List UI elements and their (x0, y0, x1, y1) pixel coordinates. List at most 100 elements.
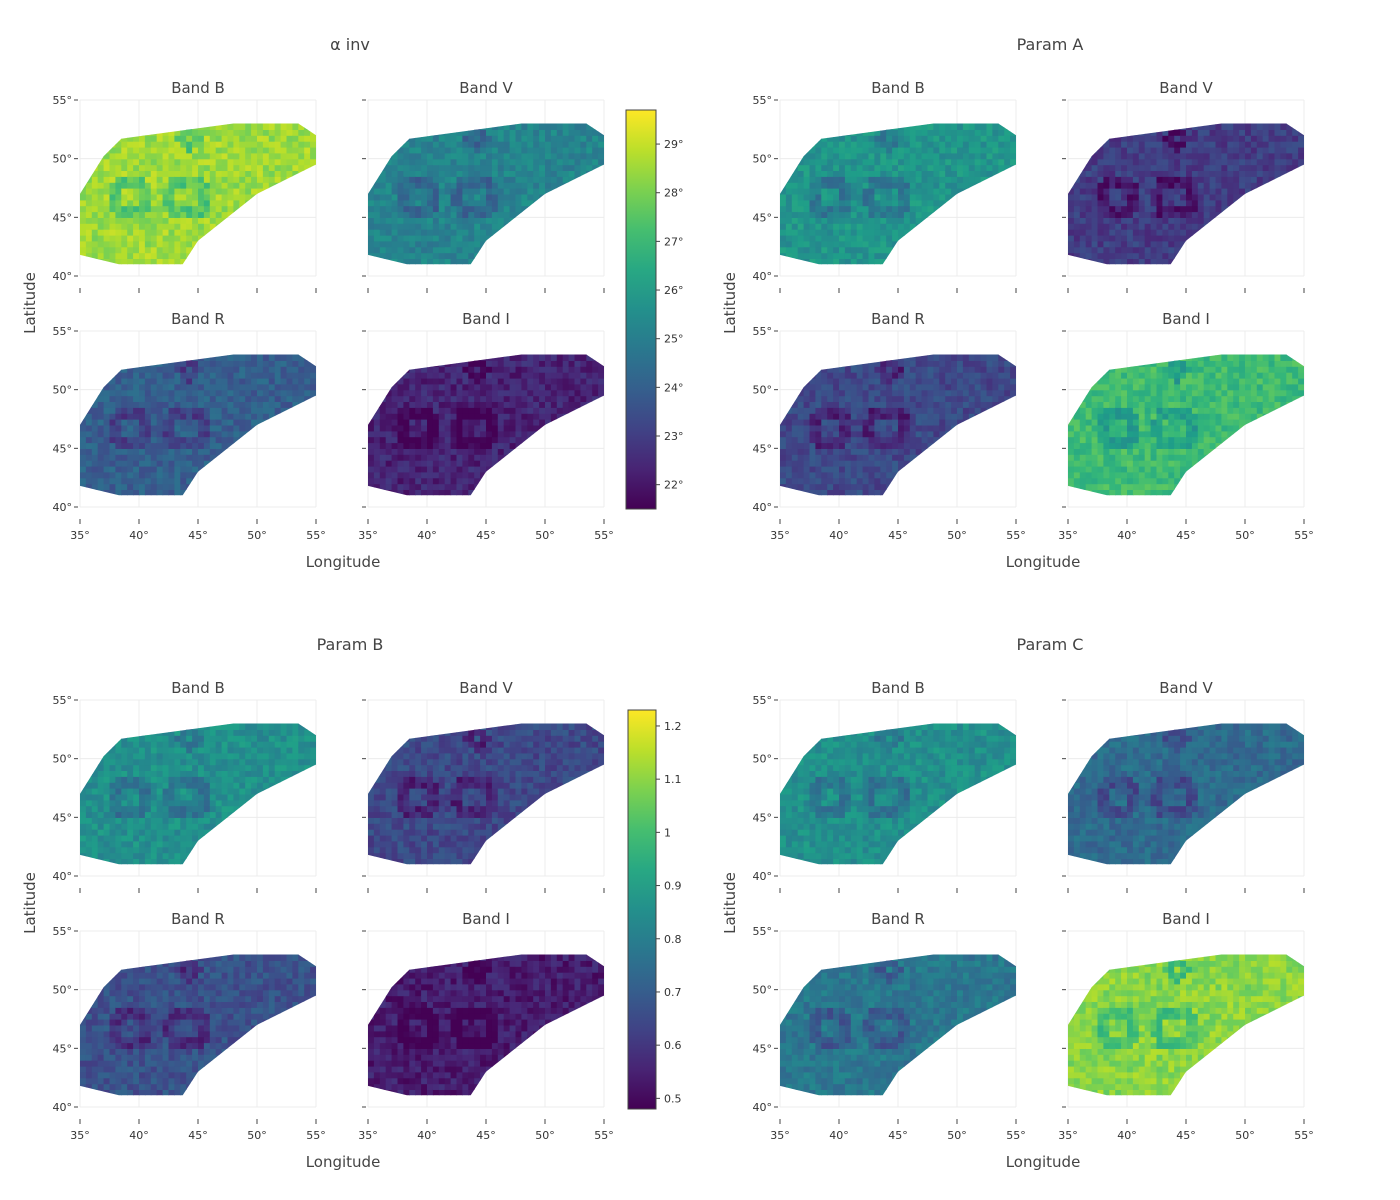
heatmap-cell (215, 135, 223, 142)
heatmap-cell (533, 223, 540, 230)
heatmap-cell (391, 152, 399, 160)
heatmap-cell (992, 193, 999, 201)
heatmap-cell (245, 465, 252, 473)
heatmap-cell (545, 199, 552, 207)
heatmap-cell (474, 454, 481, 461)
heatmap-cell (491, 460, 499, 467)
heatmap-cell (403, 354, 410, 361)
heatmap-cell (150, 152, 158, 160)
heatmap-cell (268, 188, 276, 195)
heatmap-cell (368, 123, 375, 130)
heatmap-cell (568, 158, 576, 166)
heatmap-cell (833, 152, 840, 160)
heatmap-cell (209, 229, 217, 236)
heatmap-cell (898, 234, 905, 242)
heatmap-cell (780, 158, 787, 166)
heatmap-cell (403, 158, 410, 166)
heatmap-cell (304, 205, 311, 213)
heatmap-cell (580, 205, 587, 213)
heatmap-cell (791, 164, 799, 171)
heatmap-cell (280, 176, 288, 183)
heatmap-cell (233, 489, 240, 496)
heatmap-cell (127, 146, 134, 154)
heatmap-cell (168, 135, 175, 142)
heatmap-cell (139, 483, 146, 490)
heatmap-cell (97, 193, 105, 201)
heatmap-cell (486, 430, 493, 438)
heatmap-cell (239, 436, 246, 444)
heatmap-cell (368, 401, 375, 408)
heatmap-cell (198, 401, 205, 408)
heatmap-cell (268, 372, 276, 379)
heatmap-cell (239, 152, 246, 160)
heatmap-cell (598, 152, 604, 160)
heatmap-cell (139, 123, 146, 130)
heatmap-cell (491, 129, 499, 136)
heatmap-cell (233, 401, 240, 408)
heatmap-cell (562, 152, 570, 160)
heatmap-cell (515, 448, 522, 455)
heatmap-cell (379, 188, 387, 195)
heatmap-cell (144, 229, 152, 236)
heatmap-cell (892, 135, 899, 142)
heatmap-cell (962, 258, 970, 265)
heatmap-cell (268, 471, 276, 479)
heatmap-cell (385, 223, 393, 230)
heatmap-cell (474, 193, 481, 201)
heatmap-cell (503, 454, 511, 461)
heatmap-cell (868, 246, 875, 254)
heatmap-cell (421, 377, 428, 385)
heatmap-cell (474, 217, 481, 224)
heatmap-cell (1004, 135, 1011, 142)
heatmap-cell (815, 123, 822, 130)
heatmap-cell (233, 465, 240, 473)
heatmap-cell (97, 240, 105, 248)
heatmap-cell (286, 129, 293, 136)
heatmap-cell (921, 258, 929, 265)
heatmap-cell (521, 205, 528, 213)
heatmap-cell (480, 193, 487, 201)
heatmap-cell (545, 413, 552, 420)
heatmap-cell (150, 258, 158, 265)
heatmap-cell (245, 158, 252, 166)
heatmap-cell (803, 164, 811, 171)
heatmap-cell (379, 258, 387, 265)
heatmap-cell (521, 217, 528, 224)
heatmap-cell (233, 377, 240, 385)
heatmap-cell (780, 240, 787, 248)
heatmap-cell (421, 395, 428, 402)
heatmap-cell (497, 448, 505, 455)
heatmap-cell (438, 460, 446, 467)
heatmap-cell (780, 205, 787, 213)
heatmap-cell (162, 401, 170, 408)
heatmap-cell (121, 176, 128, 183)
heatmap-cell (497, 246, 505, 254)
heatmap-cell (509, 383, 517, 391)
heatmap-cell (432, 229, 440, 236)
heatmap-cell (462, 141, 469, 148)
heatmap-cell (245, 419, 252, 426)
heatmap-cell (503, 389, 511, 397)
heatmap-cell (921, 205, 929, 213)
heatmap-cell (233, 354, 240, 361)
heatmap-cell (80, 360, 87, 367)
heatmap-cell (468, 448, 475, 455)
heatmap-cell (286, 477, 293, 485)
heatmap-cell (257, 188, 264, 195)
heatmap-cell (280, 354, 288, 361)
heatmap-cell (785, 258, 793, 265)
heatmap-cell (127, 205, 134, 213)
heatmap-cell (515, 430, 522, 438)
heatmap-cell (927, 199, 934, 207)
heatmap-cell (886, 246, 893, 254)
heatmap-cell (568, 229, 576, 236)
heatmap-cell (85, 240, 93, 248)
heatmap-cell (203, 240, 211, 248)
heatmap-cell (97, 135, 105, 142)
heatmap-cell (215, 129, 223, 136)
heatmap-cell (998, 135, 1005, 142)
heatmap-cell (221, 123, 229, 130)
heatmap-cell (586, 152, 593, 160)
heatmap-cell (245, 383, 252, 391)
heatmap-cell (385, 164, 393, 171)
